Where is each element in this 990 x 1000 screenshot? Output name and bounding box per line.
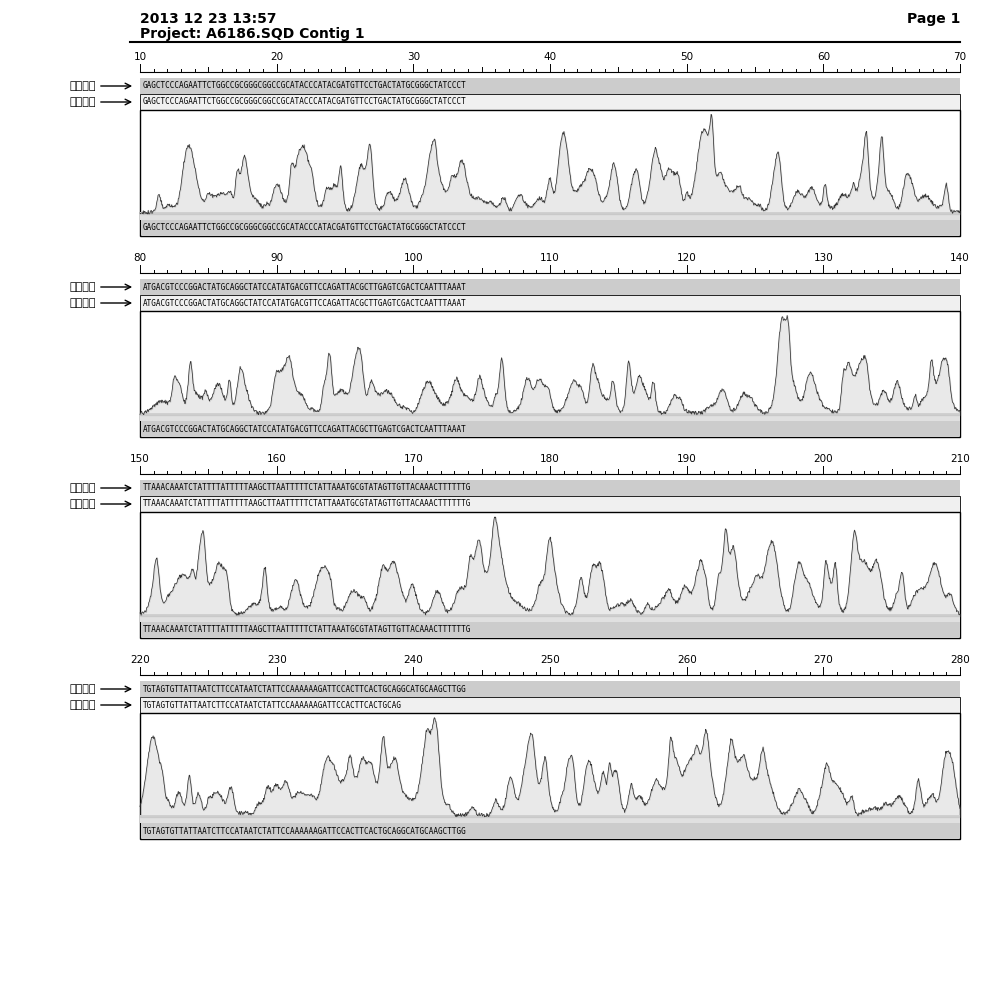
Bar [141,622,959,637]
Bar [141,421,959,436]
Text: Project: A6186.SQD Contig 1: Project: A6186.SQD Contig 1 [140,27,364,41]
Bar [140,614,960,622]
Text: 180: 180 [541,454,560,464]
Text: 230: 230 [266,655,286,665]
Text: 250: 250 [541,655,560,665]
Bar [140,512,960,638]
Text: 140: 140 [950,253,970,263]
Text: 设计序列: 设计序列 [69,282,96,292]
Text: 设计序列: 设计序列 [69,684,96,694]
Text: 200: 200 [814,454,834,464]
Text: 240: 240 [404,655,423,665]
Bar [140,713,960,839]
Text: 210: 210 [950,454,970,464]
Text: TGTAGTGTTATTAATCTTCCATAATCTATTCCAAAAAAGATTCCACTTCACTGCAGGCATGCAAGCTTGG: TGTAGTGTTATTAATCTTCCATAATCTATTCCAAAAAAGA… [143,684,466,694]
Bar [140,78,960,94]
Text: TTAAACAAATCTATTTTATTTTTAAGCTTAATTTTTCTATTAAATGCGTATAGTTGTTACAAACTTTTTTG: TTAAACAAATCTATTTTATTTTTAAGCTTAATTTTTCTAT… [143,484,471,492]
Text: 130: 130 [814,253,834,263]
Text: 60: 60 [817,52,830,62]
Bar [140,480,960,496]
Text: Page 1: Page 1 [907,12,960,26]
Bar [140,279,960,295]
Text: 50: 50 [680,52,693,62]
Bar [140,697,960,713]
Bar [140,496,960,512]
Bar [141,823,959,838]
Text: GAGCTCCCAGAATTCTGGCCGCGGGCGGCCGCATACCCATACGATGTTCCTGACTATGCGGGCTATCCCT: GAGCTCCCAGAATTCTGGCCGCGGGCGGCCGCATACCCAT… [143,82,466,91]
Text: 170: 170 [404,454,423,464]
Bar [140,110,960,236]
Text: TTAAACAAATCTATTTTATTTTTAAGCTTAATTTTTCTATTAAATGCGTATAGTTGTTACAAACTTTTTTG: TTAAACAAATCTATTTTATTTTTAAGCTTAATTTTTCTAT… [143,499,471,508]
Bar [141,220,959,235]
Text: 280: 280 [950,655,970,665]
Text: 30: 30 [407,52,420,62]
Text: GAGCTCCCAGAATTCTGGCCGCGGGCGGCCGCATACCCATACGATGTTCCTGACTATGCGGGCTATCCCT: GAGCTCCCAGAATTCTGGCCGCGGGCGGCCGCATACCCAT… [143,98,466,106]
Text: TTAAACAAATCTATTTTATTTTTAAGCTTAATTTTTCTATTAAATGCGTATAGTTGTTACAAACTTTTTTG: TTAAACAAATCTATTTTATTTTTAAGCTTAATTTTTCTAT… [143,626,471,635]
Text: ATGACGTCCCGGACTATGCAGGCTATCCATATGACGTTCCAGATTACGCTTGAGTCGACTCAATTTAAAT: ATGACGTCCCGGACTATGCAGGCTATCCATATGACGTTCC… [143,282,466,292]
Text: 测序序列: 测序序列 [69,499,96,509]
Text: 测序序列: 测序序列 [69,97,96,107]
Text: 2013 12 23 13:57: 2013 12 23 13:57 [140,12,276,26]
Text: 测序序列: 测序序列 [69,700,96,710]
Text: 260: 260 [677,655,697,665]
Text: 20: 20 [270,52,283,62]
Text: 90: 90 [270,253,283,263]
Bar [140,681,960,697]
Text: 120: 120 [677,253,697,263]
Bar [140,94,960,110]
Bar [140,212,960,220]
Text: ATGACGTCCCGGACTATGCAGGCTATCCATATGACGTTCCAGATTACGCTTGAGTCGACTCAATTTAAAT: ATGACGTCCCGGACTATGCAGGCTATCCATATGACGTTCC… [143,424,466,434]
Text: 70: 70 [953,52,966,62]
Text: 150: 150 [130,454,149,464]
Bar [140,295,960,311]
Bar [140,311,960,437]
Text: 220: 220 [130,655,149,665]
Text: 110: 110 [541,253,560,263]
Bar [140,413,960,421]
Text: ATGACGTCCCGGACTATGCAGGCTATCCATATGACGTTCCAGATTACGCTTGAGTCGACTCAATTTAAAT: ATGACGTCCCGGACTATGCAGGCTATCCATATGACGTTCC… [143,298,466,308]
Text: 190: 190 [677,454,697,464]
Text: 设计序列: 设计序列 [69,81,96,91]
Text: 100: 100 [404,253,423,263]
Bar [140,815,960,823]
Text: 160: 160 [266,454,286,464]
Text: 270: 270 [814,655,834,665]
Text: GAGCTCCCAGAATTCTGGCCGCGGGCGGCCGCATACCCATACGATGTTCCTGACTATGCGGGCTATCCCT: GAGCTCCCAGAATTCTGGCCGCGGGCGGCCGCATACCCAT… [143,224,466,232]
Text: 测序序列: 测序序列 [69,298,96,308]
Text: 40: 40 [544,52,556,62]
Text: 10: 10 [134,52,147,62]
Text: TGTAGTGTTATTAATCTTCCATAATCTATTCCAAAAAAGATTCCACTTCACTGCAGGCATGCAAGCTTGG: TGTAGTGTTATTAATCTTCCATAATCTATTCCAAAAAAGA… [143,826,466,836]
Text: 80: 80 [134,253,147,263]
Text: 设计序列: 设计序列 [69,483,96,493]
Text: TGTAGTGTTATTAATCTTCCATAATCTATTCCAAAAAAGATTCCACTTCACTGCAG: TGTAGTGTTATTAATCTTCCATAATCTATTCCAAAAAAGA… [143,700,402,710]
